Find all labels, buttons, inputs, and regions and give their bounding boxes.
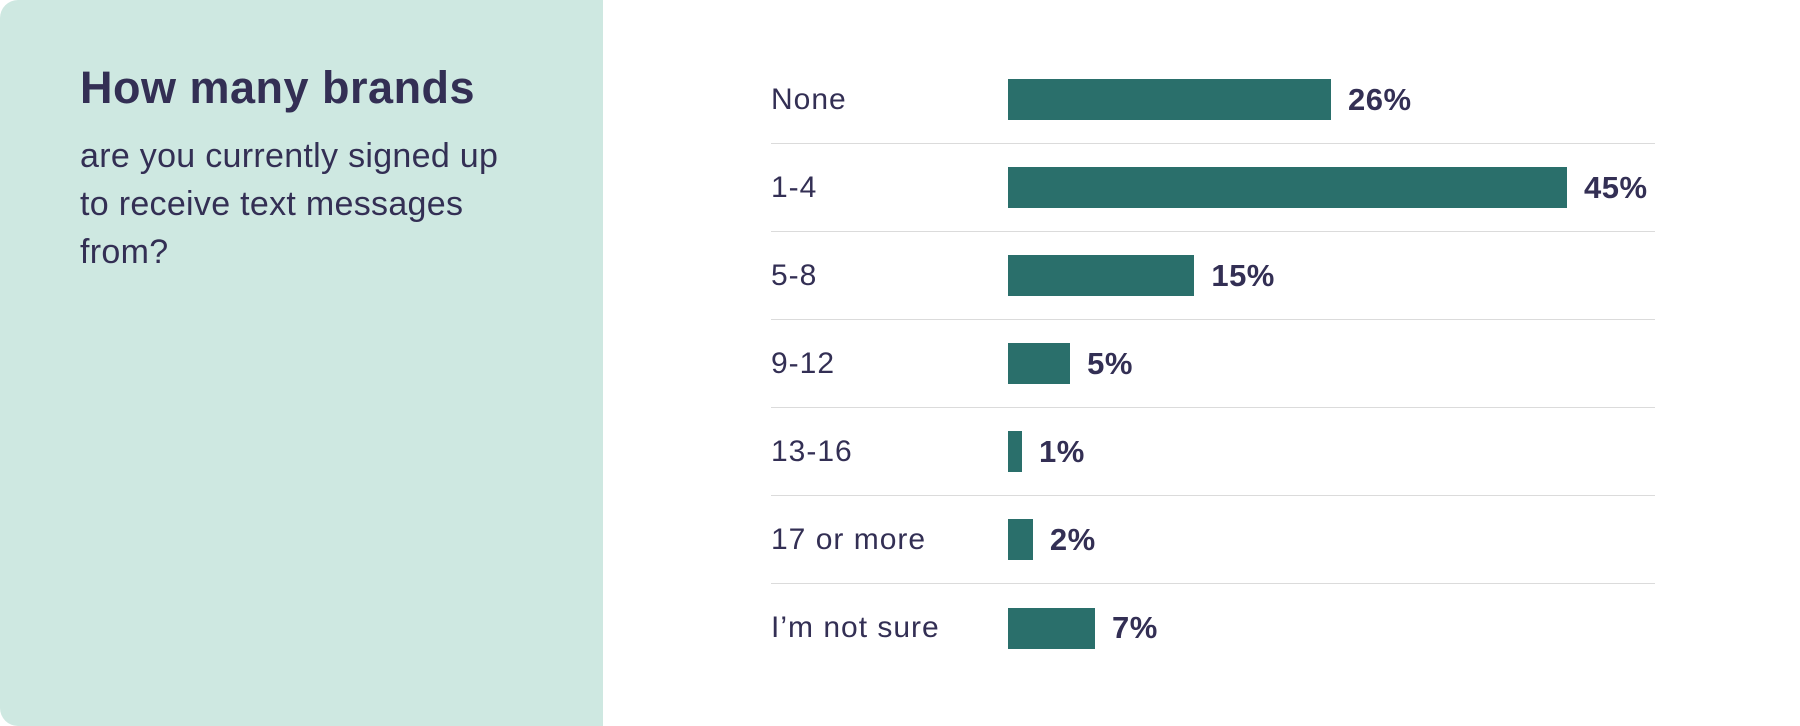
bar-value-label: 7%: [1111, 610, 1158, 645]
bar-value-label: 45%: [1584, 169, 1648, 205]
bar-chart: None 26% 1-4 45% 5-8 15% 9-12 5% 13-16 1…: [771, 56, 1655, 672]
bar-track: 5%: [1008, 343, 1655, 384]
bar: [1008, 167, 1567, 208]
bar-row: 17 or more 2%: [771, 496, 1655, 584]
bar-track: 1%: [1008, 431, 1655, 472]
chart-panel: None 26% 1-4 45% 5-8 15% 9-12 5% 13-16 1…: [603, 0, 1800, 726]
bar-track: 2%: [1008, 519, 1655, 560]
bar-value-label: 1%: [1039, 433, 1085, 469]
bar-category-label: I’m not sure: [771, 611, 940, 644]
bar-row: 9-12 5%: [771, 320, 1655, 408]
bar-category-label: 9-12: [771, 346, 836, 380]
bar-row: 1-4 45%: [771, 144, 1655, 232]
chart-subtitle: are you currently signed up to receive t…: [80, 136, 499, 272]
bar-category-label: 5-8: [771, 258, 818, 292]
bar: [1008, 343, 1071, 384]
chart-title: How many brands: [80, 62, 476, 113]
bar-track: 45%: [1008, 167, 1655, 208]
bar-category-label: 17 or more: [771, 522, 927, 556]
bar-category-label: None: [771, 82, 847, 116]
bar: [1008, 431, 1022, 472]
bar-row: 13-16 1%: [771, 408, 1655, 496]
bar: [1008, 79, 1331, 120]
bar-track: 26%: [1008, 79, 1655, 120]
bar-category-label: 1-4: [771, 170, 818, 204]
bar: [1008, 519, 1033, 560]
bar-row: 5-8 15%: [771, 232, 1655, 320]
bar-value-label: 26%: [1347, 81, 1412, 117]
bar: [1008, 607, 1095, 649]
bar-value-label: 2%: [1049, 521, 1096, 557]
bar-value-label: 5%: [1087, 345, 1133, 381]
bar-category-label: 13-16: [771, 434, 853, 468]
bar-track: 15%: [1008, 255, 1655, 296]
question-panel: How many brands are you currently signed…: [0, 0, 603, 726]
bar-value-label: 15%: [1211, 257, 1275, 293]
bar-track: 7%: [1008, 607, 1655, 649]
bar: [1008, 255, 1195, 296]
bar-row: None 26%: [771, 56, 1655, 144]
bar-row: I’m not sure 7%: [771, 584, 1655, 672]
